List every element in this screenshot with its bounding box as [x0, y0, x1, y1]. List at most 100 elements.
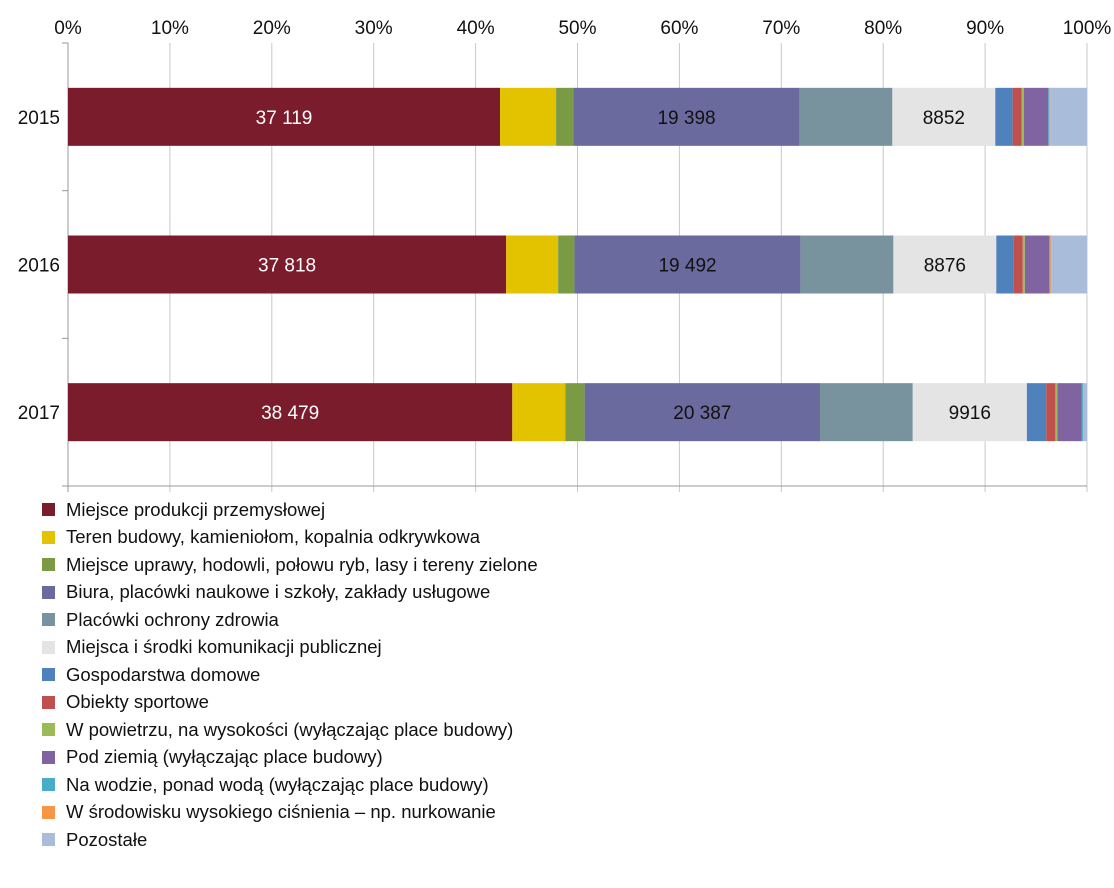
- bar-segment: [1050, 87, 1087, 146]
- bar-segment: [820, 383, 913, 442]
- bar-segment: [506, 235, 559, 294]
- bar-segment: [1046, 383, 1056, 442]
- data-label: 8852: [923, 108, 965, 129]
- bar-segment: [565, 383, 585, 442]
- bar-segment: [573, 87, 800, 146]
- bar-segment: [996, 235, 1014, 294]
- legend-label: Pozostałe: [66, 828, 148, 850]
- legend-item: Pod ziemią (wyłączając place budowy): [42, 744, 1102, 772]
- bar-segment: [1022, 235, 1025, 294]
- legend-swatch: [42, 833, 55, 847]
- legend-swatch: [42, 503, 55, 517]
- x-tick-label: 70%: [762, 18, 800, 39]
- legend-label: Miejsce uprawy, hodowli, połowu ryb, las…: [66, 553, 538, 575]
- legend-swatch: [42, 805, 55, 819]
- legend-label: Gospodarstwa domowe: [66, 663, 261, 685]
- legend-swatch: [42, 613, 55, 627]
- legend-item: Obiekty sportowe: [42, 689, 1102, 717]
- legend-label: Miejsca i środki komunikacji publicznej: [66, 636, 382, 658]
- legend-item: Pozostałe: [42, 826, 1102, 854]
- legend-swatch: [42, 723, 55, 737]
- bar-segment: [1026, 383, 1047, 442]
- legend-swatch: [42, 558, 55, 572]
- legend-label: Obiekty sportowe: [66, 691, 209, 713]
- y-category-label: 2017: [18, 403, 60, 424]
- bar-segment: [1057, 383, 1082, 442]
- x-tick-label: 0%: [54, 18, 82, 39]
- bar-segment: [1082, 383, 1087, 442]
- bar-segment: [1050, 235, 1052, 294]
- legend-label: Teren budowy, kamieniołom, kopalnia odkr…: [66, 526, 481, 548]
- legend-item: W środowisku wysokiego ciśnienia – np. n…: [42, 799, 1102, 827]
- x-tick-label: 60%: [660, 18, 698, 39]
- bar-segment: [512, 383, 566, 442]
- legend-swatch: [42, 668, 55, 682]
- data-label: 8876: [924, 256, 966, 277]
- legend-swatch: [42, 530, 55, 544]
- bar-segment: [1081, 383, 1083, 442]
- legend-label: W powietrzu, na wysokości (wyłączając pl…: [66, 718, 514, 740]
- data-label: 37 818: [258, 256, 316, 277]
- data-label: 9916: [949, 403, 991, 424]
- bar-segment: [574, 235, 801, 294]
- legend-item: Miejsce uprawy, hodowli, połowu ryb, las…: [42, 551, 1102, 579]
- bar-segment: [558, 235, 575, 294]
- legend-swatch: [42, 585, 55, 599]
- data-label: 19 398: [657, 108, 715, 129]
- x-tick-label: 40%: [457, 18, 495, 39]
- legend-label: Biura, placówki naukowe i szkoły, zakład…: [66, 581, 491, 603]
- legend-swatch: [42, 750, 55, 764]
- data-label: 19 492: [658, 256, 716, 277]
- data-label: 20 387: [673, 403, 731, 424]
- x-tick-label: 20%: [253, 18, 291, 39]
- bar-segment: [1049, 235, 1051, 294]
- legend-item: W powietrzu, na wysokości (wyłączając pl…: [42, 716, 1102, 744]
- bar-segment: [1013, 235, 1023, 294]
- x-tick-label: 50%: [558, 18, 596, 39]
- bar-segment: [1048, 87, 1050, 146]
- legend-item: Placówki ochrony zdrowia: [42, 606, 1102, 634]
- bar-segment: [500, 87, 557, 146]
- bar-segment: [1024, 235, 1050, 294]
- legend-swatch: [42, 640, 55, 654]
- bar-segment: [1051, 235, 1087, 294]
- legend-label: Pod ziemią (wyłączając place budowy): [66, 746, 383, 768]
- legend-label: Miejsce produkcji przemysłowej: [66, 498, 326, 520]
- bar-segment: [1021, 87, 1024, 146]
- bar-segment: [893, 235, 997, 294]
- legend-label: Placówki ochrony zdrowia: [66, 608, 279, 630]
- x-tick-label: 10%: [151, 18, 189, 39]
- bar-segment: [800, 235, 894, 294]
- legend-item: Biura, placówki naukowe i szkoły, zakład…: [42, 579, 1102, 607]
- x-tick-label: 100%: [1063, 18, 1112, 39]
- bar-segment: [68, 383, 513, 442]
- bar-segment: [1049, 87, 1051, 146]
- bar-segment: [892, 87, 996, 146]
- legend-item: Gospodarstwa domowe: [42, 661, 1102, 689]
- legend-label: Na wodzie, ponad wodą (wyłączając place …: [66, 773, 489, 795]
- bar-segment: [995, 87, 1013, 146]
- bar-segment: [799, 87, 893, 146]
- x-tick-label: 80%: [864, 18, 902, 39]
- bar-segment: [68, 235, 507, 294]
- legend-label: W środowisku wysokiego ciśnienia – np. n…: [66, 801, 496, 823]
- bar-segment: [1012, 87, 1022, 146]
- legend-item: Teren budowy, kamieniołom, kopalnia odkr…: [42, 524, 1102, 552]
- data-label: 37 119: [256, 108, 313, 129]
- legend-item: Miejsca i środki komunikacji publicznej: [42, 634, 1102, 662]
- y-category-label: 2015: [18, 108, 60, 129]
- data-label: 38 479: [261, 403, 319, 424]
- x-tick-label: 30%: [355, 18, 393, 39]
- bar-segment: [912, 383, 1027, 442]
- bar-segment: [584, 383, 821, 442]
- bar-segment: [1023, 87, 1049, 146]
- y-category-label: 2016: [18, 256, 60, 277]
- bar-segment: [556, 87, 574, 146]
- bar-segment: [68, 87, 501, 146]
- legend-item: Miejsce produkcji przemysłowej: [42, 496, 1102, 524]
- legend-swatch: [42, 695, 55, 709]
- legend-item: Na wodzie, ponad wodą (wyłączając place …: [42, 771, 1102, 799]
- bar-segment: [1055, 383, 1058, 442]
